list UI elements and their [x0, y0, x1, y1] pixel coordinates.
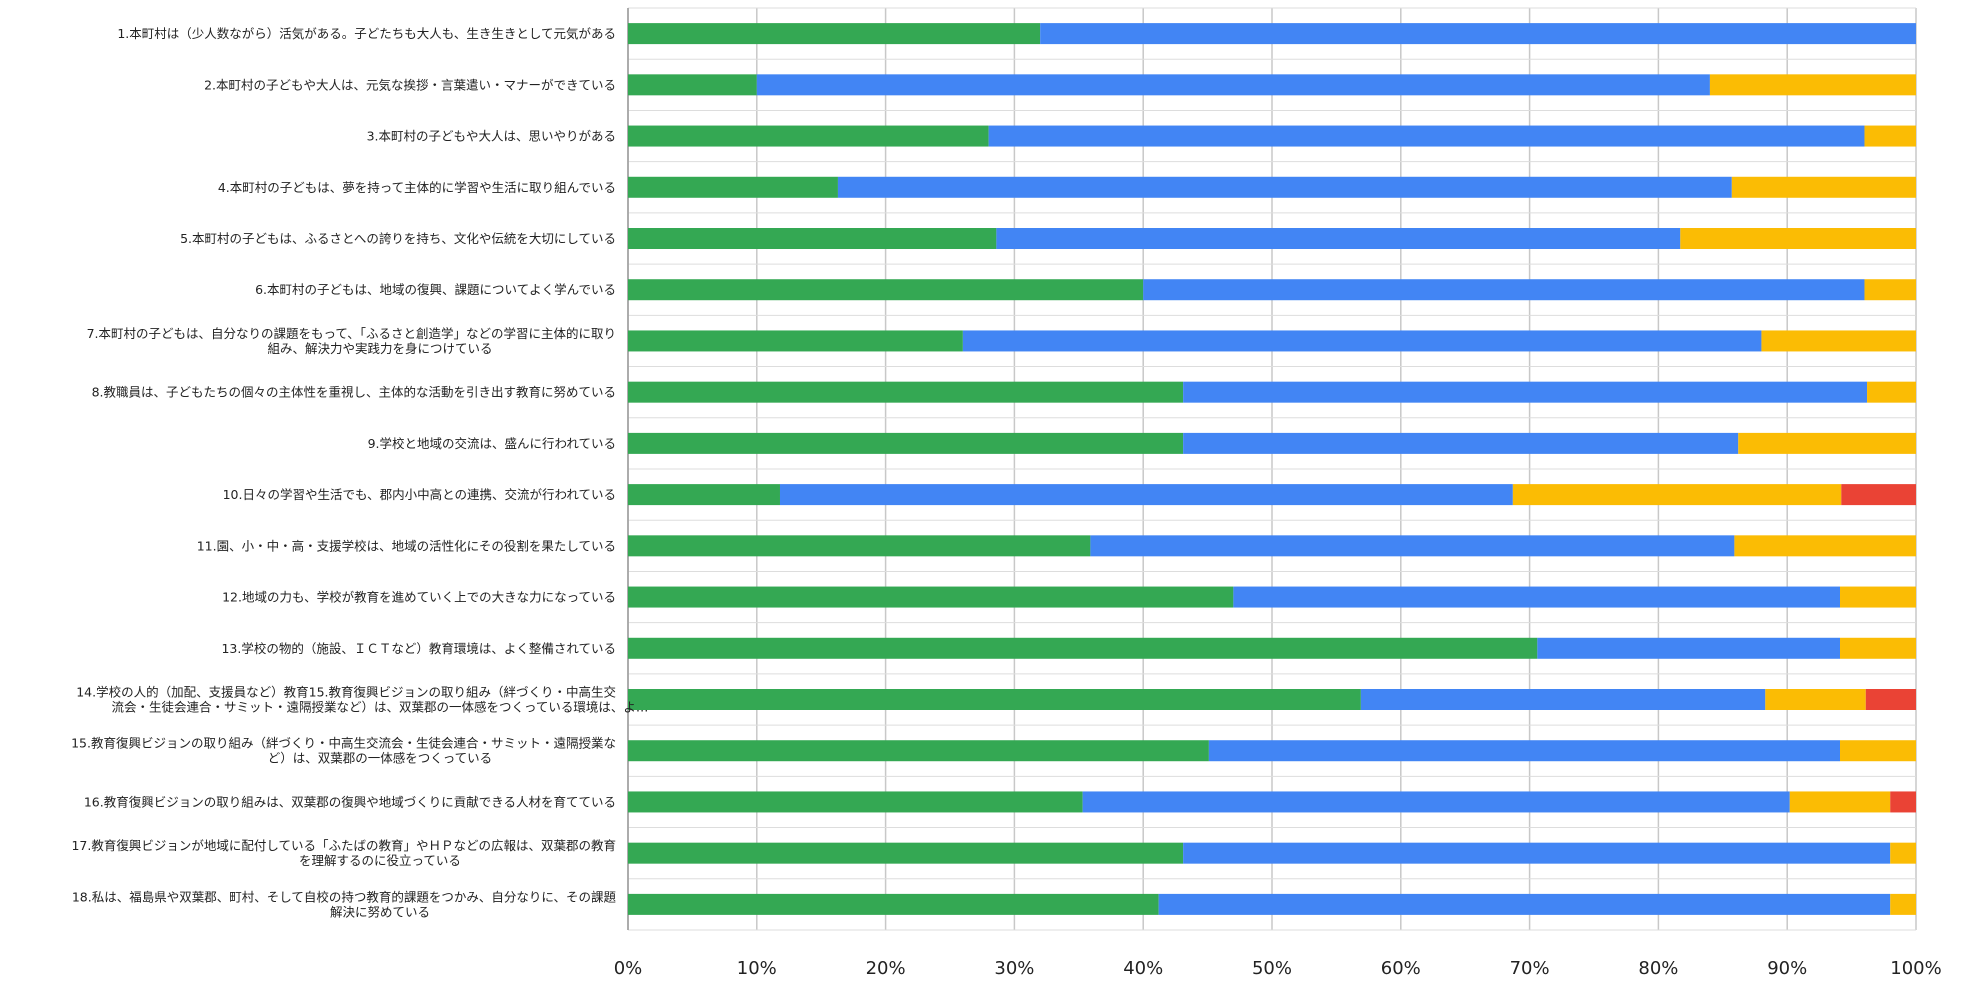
category-label: 11.園、小・中・高・支援学校は、地域の活性化にその役割を果たしている — [197, 538, 616, 553]
bar-segment-1 — [779, 484, 1513, 506]
category-label: 5.本町村の子どもは、ふるさとへの誇りを持ち、文化や伝統を大切にしている — [180, 231, 616, 246]
bar-segment-0 — [628, 689, 1361, 710]
category-label: 組み、解決力や実践力を身につけている — [267, 341, 492, 356]
category-label: 18.私は、福島県や双葉郡、町村、そして自校の持つ教育的課題をつかみ、自分なりに… — [72, 889, 617, 904]
x-tick-label: 40% — [1123, 958, 1163, 979]
bar-segment-3 — [1865, 689, 1916, 710]
bar-segment-2 — [1512, 484, 1842, 506]
category-label: 9.学校と地域の交流は、盛んに行われている — [368, 436, 616, 451]
bar-segment-0 — [628, 535, 1091, 557]
category-label: 13.学校の物的（施設、ＩＣＴなど）教育環境は、よく整備されている — [221, 641, 616, 656]
x-tick-label: 100% — [1890, 958, 1941, 979]
bar-segment-2 — [1890, 893, 1916, 915]
bar-segment-0 — [628, 228, 997, 249]
bar-segment-0 — [628, 176, 838, 198]
bar-segment-1 — [1183, 381, 1868, 403]
category-label: 解決に努めている — [330, 904, 430, 919]
bar-segment-0 — [628, 279, 1144, 301]
bar-segment-0 — [628, 791, 1083, 813]
category-label: 3.本町村の子どもや大人は、思いやりがある — [367, 129, 616, 144]
bar-segment-0 — [628, 74, 757, 96]
bar-segment-2 — [1765, 689, 1866, 710]
bar-segment-2 — [1864, 125, 1916, 147]
bar-segment-0 — [628, 125, 989, 147]
category-label: 2.本町村の子どもや大人は、元気な挨拶・言葉遣い・マナーができている — [204, 77, 616, 92]
x-tick-label: 0% — [614, 958, 643, 979]
category-label: 7.本町村の子どもは、自分なりの課題をもって、「ふるさと創造学」などの学習に主体… — [87, 326, 616, 341]
bar-segment-1 — [988, 125, 1865, 147]
gridlines — [627, 7, 1917, 931]
bar-segment-1 — [1040, 23, 1916, 45]
bar-segment-1 — [1082, 791, 1790, 813]
x-tick-label: 80% — [1638, 958, 1678, 979]
x-tick-label: 10% — [737, 958, 777, 979]
category-labels: 1.本町村は（少人数ながら）活気がある。子どたちも大人も、生き生きとして元気があ… — [71, 26, 648, 919]
category-label: 流会・生徒会連合・サミット・遠隔授業など）は、双葉郡の一体感をつくっている環境は… — [112, 700, 649, 715]
bar-segment-0 — [628, 484, 780, 506]
bar-segment-1 — [1158, 893, 1891, 915]
bar-segment-2 — [1709, 74, 1916, 96]
bar-segment-2 — [1867, 381, 1916, 403]
category-label: ど）は、双葉郡の一体感をつくっている — [268, 751, 492, 766]
bar-segment-1 — [1183, 842, 1891, 864]
bar-segment-1 — [1537, 637, 1841, 659]
x-tick-label: 60% — [1381, 958, 1421, 979]
bar-segment-0 — [628, 740, 1209, 762]
bar-segment-1 — [1090, 535, 1735, 557]
bar-segment-0 — [628, 432, 1184, 454]
x-tick-label: 70% — [1510, 958, 1550, 979]
bar-segment-0 — [628, 586, 1234, 608]
x-tick-label: 90% — [1767, 958, 1807, 979]
bar-segment-2 — [1789, 791, 1891, 813]
bar-segment-0 — [628, 330, 963, 352]
bar-segment-3 — [1841, 484, 1916, 506]
bar-segment-2 — [1761, 330, 1916, 352]
bar-segment-1 — [837, 176, 1732, 198]
bar-segment-1 — [756, 74, 1710, 96]
bar-segment-2 — [1840, 637, 1916, 659]
bar-segment-2 — [1734, 535, 1916, 557]
bar-segment-1 — [1360, 689, 1766, 710]
bar-segment-2 — [1731, 176, 1916, 198]
category-label: を理解するのに役立っている — [299, 853, 461, 868]
bars — [628, 23, 1916, 915]
category-label: 17.教育復興ビジョンが地域に配付している「ふたばの教育」やＨＰなどの広報は、双… — [71, 838, 616, 853]
bar-segment-1 — [1233, 586, 1841, 608]
bar-segment-2 — [1738, 432, 1916, 454]
bar-segment-0 — [628, 381, 1184, 403]
bar-segment-0 — [628, 842, 1184, 864]
category-label: 4.本町村の子どもは、夢を持って主体的に学習や生活に取り組んでいる — [218, 180, 616, 195]
bar-segment-1 — [1143, 279, 1865, 301]
category-label: 6.本町村の子どもは、地域の復興、課題についてよく学んでいる — [255, 282, 616, 297]
bar-segment-2 — [1864, 279, 1916, 301]
category-label: 14.学校の人的（加配、支援員など）教育15.教育復興ビジョンの取り組み（絆づく… — [76, 685, 616, 700]
bar-segment-0 — [628, 637, 1538, 659]
x-tick-label: 50% — [1252, 958, 1292, 979]
bar-segment-0 — [628, 23, 1041, 45]
bar-segment-1 — [962, 330, 1762, 352]
x-tick-label: 20% — [866, 958, 906, 979]
x-axis-ticks: 0% 10% 20% 30% 40% 50% 60% 70% 80% 90% 100% — [614, 958, 1942, 979]
bar-segment-2 — [1840, 740, 1916, 762]
bar-segment-2 — [1840, 586, 1916, 608]
bar-segment-1 — [996, 228, 1681, 249]
category-label: 10.日々の学習や生活でも、郡内小中高との連携、交流が行われている — [223, 487, 616, 502]
category-label: 16.教育復興ビジョンの取り組みは、双葉郡の復興や地域づくりに貢献できる人材を育… — [84, 794, 616, 809]
bar-segment-2 — [1890, 842, 1916, 864]
category-label: 12.地域の力も、学校が教育を進めていく上での大きな力になっている — [222, 590, 616, 605]
bar-segment-2 — [1680, 228, 1916, 249]
bar-segment-0 — [628, 893, 1159, 915]
bar-segment-1 — [1183, 432, 1739, 454]
bar-segment-3 — [1890, 791, 1916, 813]
category-label: 15.教育復興ビジョンの取り組み（絆づくり・中高生交流会・生徒会連合・サミット・… — [71, 736, 616, 751]
x-tick-label: 30% — [994, 958, 1034, 979]
bar-segment-1 — [1208, 740, 1841, 762]
category-label: 8.教職員は、子どもたちの個々の主体性を重視し、主体的な活動を引き出す教育に努め… — [92, 385, 616, 400]
category-label: 1.本町村は（少人数ながら）活気がある。子どたちも大人も、生き生きとして元気があ… — [117, 26, 616, 41]
